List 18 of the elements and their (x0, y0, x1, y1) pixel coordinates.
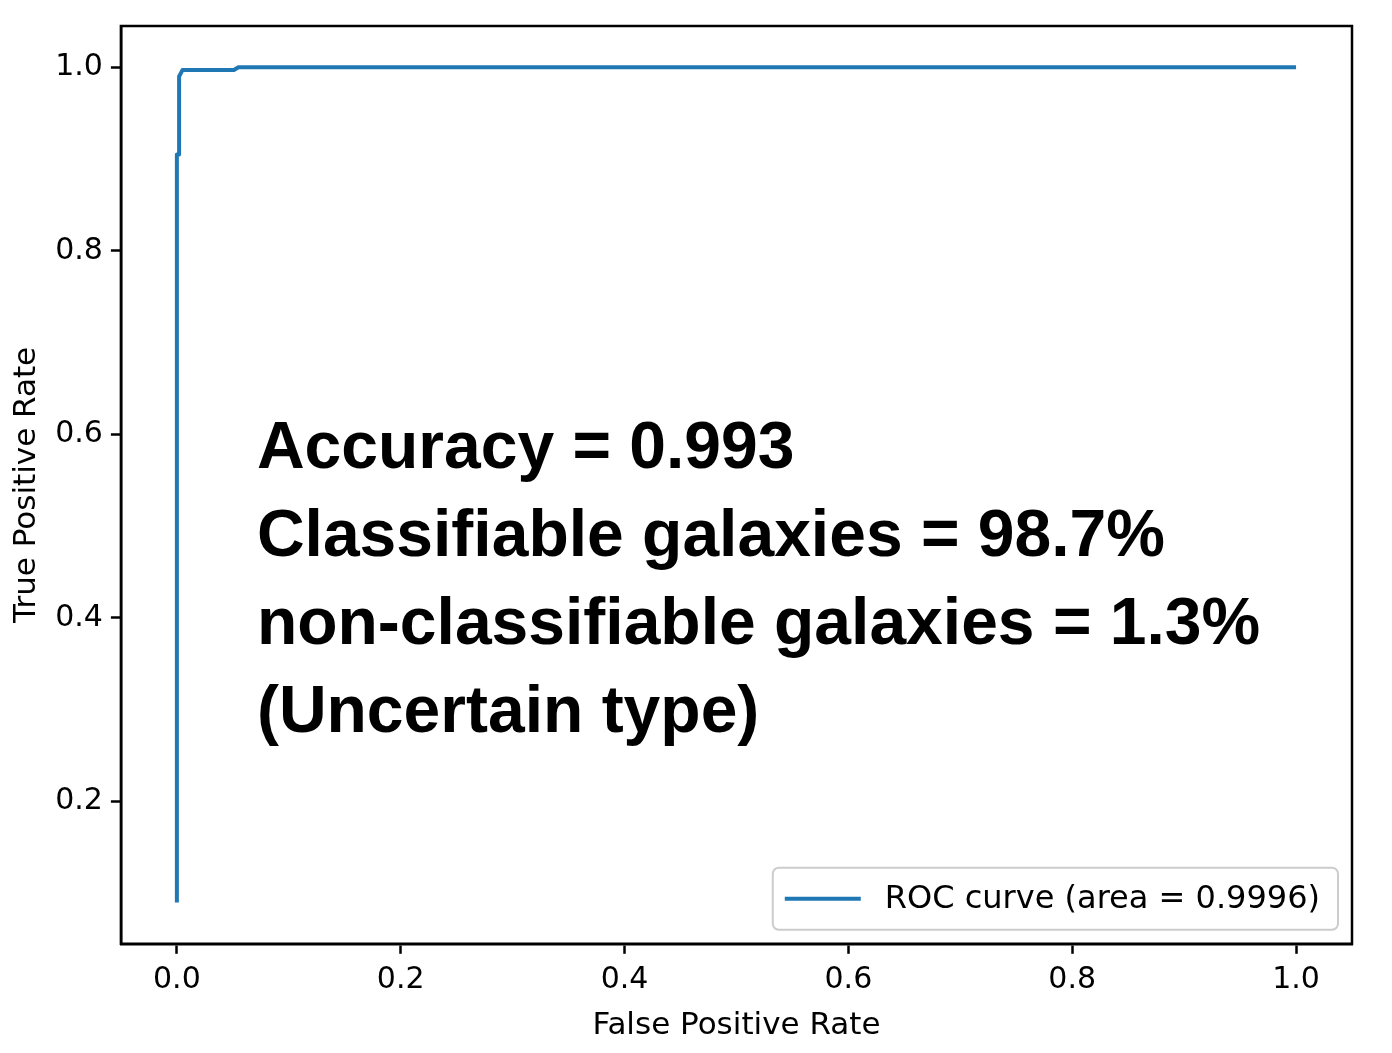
y-tick-label: 1.0 (55, 47, 103, 83)
y-tick-label: 0.4 (55, 597, 103, 633)
annotation: Classifiable galaxies = 98.7% (256, 496, 1165, 570)
x-tick-label: 0.0 (153, 959, 201, 995)
y-tick-label: 0.2 (55, 781, 103, 817)
x-tick-label: 1.0 (1272, 959, 1320, 995)
x-tick-label: 0.2 (376, 959, 425, 995)
x-tick-label: 0.6 (824, 959, 873, 995)
annotation: (Uncertain type) (256, 672, 760, 746)
y-axis-title: True Positive Rate (5, 346, 42, 624)
x-tick-label: 0.4 (600, 959, 649, 995)
x-axis-title: False Positive Rate (592, 1005, 881, 1042)
x-tick-label: 0.8 (1048, 959, 1097, 995)
annotation: Accuracy = 0.993 (256, 408, 795, 482)
y-tick-label: 0.6 (55, 414, 103, 450)
y-tick-label: 0.8 (55, 230, 103, 266)
legend-label: ROC curve (area = 0.9996) (884, 878, 1320, 917)
annotation: non-classifiable galaxies = 1.3% (256, 584, 1261, 658)
